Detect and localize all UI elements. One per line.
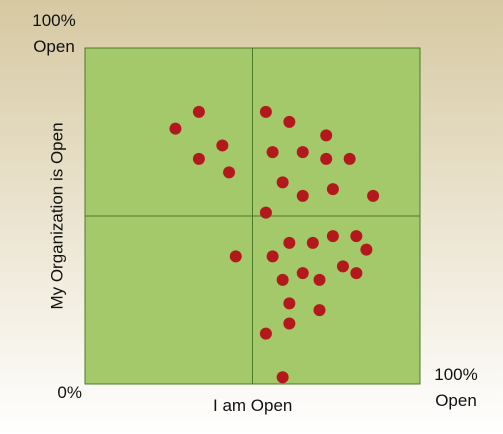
point xyxy=(259,206,272,219)
point xyxy=(216,139,229,152)
point xyxy=(283,317,296,330)
point xyxy=(259,327,272,340)
point xyxy=(276,176,289,189)
y-tick-label: 0% xyxy=(57,383,82,402)
point xyxy=(336,260,349,273)
point xyxy=(229,250,242,263)
point xyxy=(350,230,363,243)
point xyxy=(320,152,333,165)
point xyxy=(266,146,279,159)
point xyxy=(313,273,326,286)
point xyxy=(360,243,373,256)
point xyxy=(283,297,296,310)
y-axis-label: My Organization is Open xyxy=(47,122,67,310)
x-axis-label: I am Open xyxy=(213,396,293,415)
point xyxy=(192,152,205,165)
y-tick-label: 100% Open xyxy=(32,11,76,56)
point xyxy=(266,250,279,263)
point xyxy=(283,236,296,249)
point xyxy=(326,230,339,243)
point xyxy=(296,189,309,202)
x-tick-label: 100% Open xyxy=(434,365,478,410)
point xyxy=(320,129,333,142)
point xyxy=(283,115,296,128)
point xyxy=(169,122,182,135)
point xyxy=(296,267,309,280)
point xyxy=(306,236,319,249)
point xyxy=(343,152,356,165)
point xyxy=(192,105,205,118)
point xyxy=(350,267,363,280)
point xyxy=(223,166,236,179)
point xyxy=(313,304,326,317)
point xyxy=(296,146,309,159)
point xyxy=(259,105,272,118)
point xyxy=(326,183,339,196)
point xyxy=(276,273,289,286)
point xyxy=(276,371,289,384)
point xyxy=(367,189,380,202)
